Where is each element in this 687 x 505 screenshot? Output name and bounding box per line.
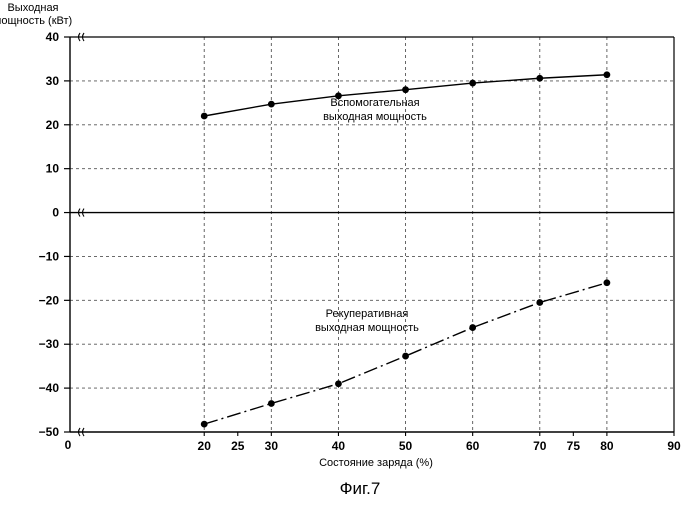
y-axis-title-line1: Выходная: [7, 2, 58, 14]
data-point-0: [201, 113, 208, 120]
annotation-series-1-line2: выходная мощность: [315, 322, 419, 334]
x-tick-label: 25: [231, 439, 245, 453]
data-point-0: [603, 71, 610, 78]
annotation-series-1-line1: Рекуперативная: [326, 308, 409, 320]
x-origin-label: 0: [65, 438, 72, 452]
x-tick-label: 90: [667, 439, 681, 453]
x-axis-title: Состояние заряда (%): [319, 457, 433, 469]
y-tick-label: 20: [46, 118, 60, 132]
y-axis-title-line2: мощность (кВт): [0, 15, 72, 27]
y-tick-label: −40: [39, 381, 60, 395]
y-tick-label: −50: [39, 425, 60, 439]
data-point-0: [469, 80, 476, 87]
data-point-1: [603, 279, 610, 286]
y-tick-label: 30: [46, 74, 60, 88]
y-tick-label: 10: [46, 162, 60, 176]
x-tick-label: 80: [600, 439, 614, 453]
figure-caption: Фиг.7: [340, 479, 381, 498]
x-tick-label: 60: [466, 439, 480, 453]
data-point-0: [402, 86, 409, 93]
data-point-0: [268, 101, 275, 108]
y-tick-label: −30: [39, 337, 60, 351]
data-point-1: [402, 353, 409, 360]
y-tick-label: 0: [52, 206, 59, 220]
data-point-1: [268, 400, 275, 407]
x-tick-label: 50: [399, 439, 413, 453]
data-point-1: [335, 380, 342, 387]
data-point-1: [536, 299, 543, 306]
x-tick-label: 40: [332, 439, 346, 453]
x-tick-label: 30: [265, 439, 279, 453]
data-point-0: [536, 75, 543, 82]
y-tick-label: −10: [39, 249, 60, 263]
y-tick-label: 40: [46, 30, 60, 44]
data-point-1: [469, 324, 476, 331]
data-point-1: [201, 421, 208, 428]
x-tick-label: 70: [533, 439, 547, 453]
x-tick-label: 75: [567, 439, 581, 453]
annotation-series-0-line1: Вспомогательная: [330, 97, 419, 109]
y-tick-label: −20: [39, 293, 60, 307]
annotation-series-0-line2: выходная мощность: [323, 111, 427, 123]
x-tick-label: 20: [198, 439, 212, 453]
